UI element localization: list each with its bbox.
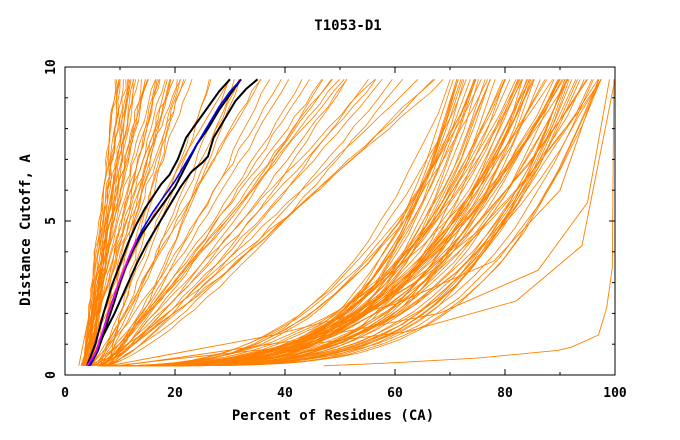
highlight-series-line — [88, 78, 242, 367]
model-series-line — [95, 79, 290, 367]
highlight-series-line — [86, 78, 231, 367]
y-tick-label: 10 — [44, 59, 59, 75]
model-series-line — [88, 79, 182, 366]
highlight-series-line — [87, 78, 259, 367]
highlight-layer — [86, 78, 259, 367]
y-axis: 0 5 10 — [44, 59, 615, 379]
model-series-line — [83, 79, 120, 366]
chart-title: T1053-D1 — [314, 18, 381, 34]
model-series-line — [101, 79, 602, 367]
model-series-line — [122, 79, 600, 367]
y-tick-label: 5 — [44, 217, 59, 225]
model-series-line — [112, 79, 541, 367]
model-series-line — [96, 79, 240, 367]
model-series-line — [103, 79, 323, 367]
model-series-line — [101, 79, 181, 366]
model-series-line — [108, 79, 404, 367]
model-series-line — [85, 79, 127, 366]
model-series-line — [97, 79, 444, 367]
model-series-line — [106, 79, 348, 367]
x-axis-label: Percent of Residues (CA) — [232, 408, 434, 424]
model-series-line — [93, 79, 212, 367]
x-tick-label: 100 — [603, 386, 627, 401]
x-tick-label: 40 — [277, 386, 293, 401]
model-series-line — [110, 79, 548, 367]
model-series-line — [102, 79, 271, 367]
model-series-line — [108, 79, 599, 367]
highlight-series-line — [86, 239, 138, 367]
model-series-line — [78, 79, 132, 366]
y-axis-label: Distance Cutoff, A — [18, 154, 34, 306]
model-series-line — [101, 79, 310, 367]
model-series-line — [109, 79, 418, 367]
x-tick-label: 60 — [387, 386, 403, 401]
model-series-line — [106, 79, 347, 367]
model-series-line — [122, 79, 599, 367]
model-series-line — [88, 79, 130, 366]
model-series-line — [89, 79, 139, 366]
x-tick-label: 20 — [167, 386, 183, 401]
model-series-line — [90, 79, 158, 366]
model-series-line — [106, 79, 476, 367]
series-layer — [78, 78, 616, 367]
model-series-line — [98, 79, 345, 367]
x-tick-label: 80 — [497, 386, 513, 401]
x-tick-label: 0 — [61, 386, 69, 401]
model-series-line — [107, 79, 376, 367]
model-series-line — [88, 79, 282, 367]
model-series-line — [85, 79, 160, 366]
model-series-line — [99, 79, 262, 366]
model-series-line — [107, 79, 178, 366]
model-series-line — [108, 79, 333, 367]
model-series-line — [86, 79, 117, 366]
x-axis: 0 20 40 60 80 100 — [61, 67, 627, 401]
model-series-line — [109, 79, 602, 367]
model-series-line — [97, 79, 588, 367]
model-series-line — [96, 79, 261, 366]
model-series-line — [124, 79, 587, 367]
model-series-line — [114, 79, 616, 367]
model-series-line — [100, 79, 377, 367]
model-series-line — [113, 79, 482, 367]
model-series-line — [92, 78, 436, 367]
y-tick-label: 0 — [44, 371, 59, 379]
model-series-line — [119, 79, 610, 367]
model-series-line — [85, 79, 118, 366]
model-series-line — [323, 79, 615, 367]
model-series-line — [108, 79, 340, 367]
model-series-line — [81, 79, 231, 366]
